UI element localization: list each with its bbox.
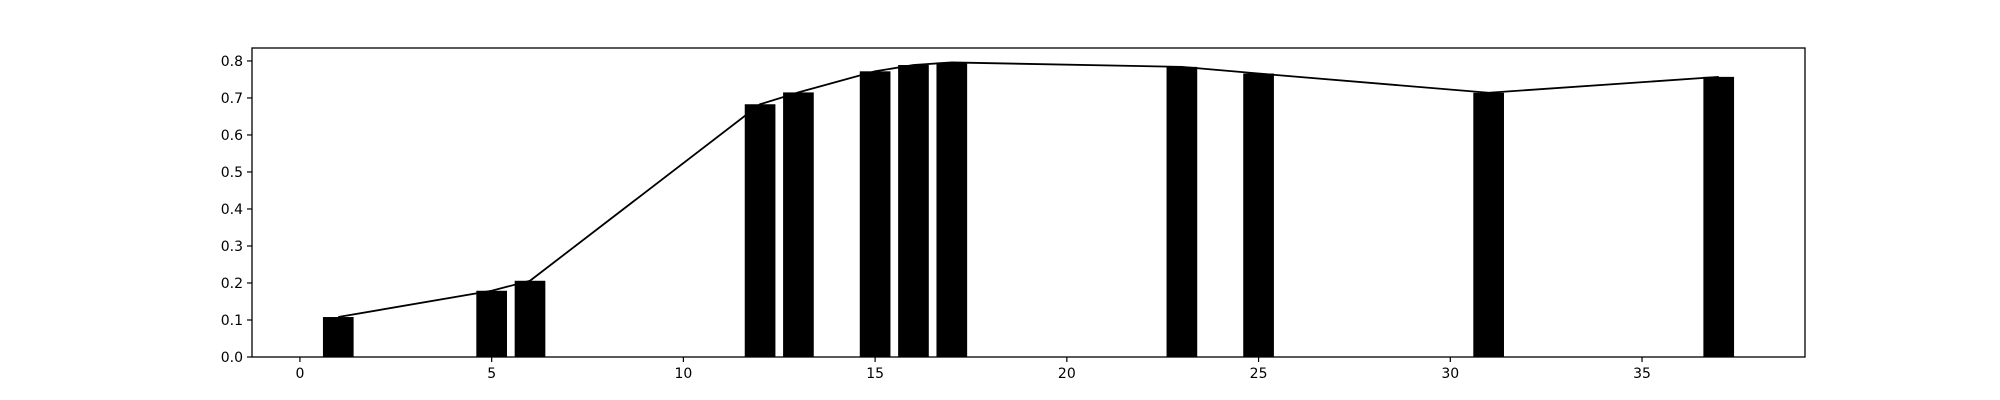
bar-5 <box>476 290 507 357</box>
bar-12 <box>744 104 776 357</box>
y-tick-label: 0.8 <box>221 54 243 70</box>
y-tick-label: 0.7 <box>221 91 243 107</box>
bar-1 <box>322 317 354 357</box>
bar-6 <box>514 280 546 357</box>
bar-17 <box>936 62 968 357</box>
x-tick-label: 35 <box>1633 366 1651 382</box>
bar-25 <box>1243 73 1274 358</box>
series-line <box>338 61 1719 318</box>
x-tick-label: 10 <box>674 366 692 382</box>
bar-23 <box>1166 66 1198 358</box>
bars-layer <box>322 62 1735 358</box>
line-layer <box>338 61 1719 318</box>
x-tick-label: 30 <box>1441 366 1459 382</box>
x-tick-label: 25 <box>1250 366 1268 382</box>
x-axis: 0 5 10 15 20 25 30 35 <box>295 357 1651 382</box>
bar-37 <box>1703 76 1735 357</box>
bar-15 <box>859 71 891 357</box>
y-tick-label: 0.3 <box>221 239 243 255</box>
x-tick-label: 5 <box>487 366 496 382</box>
x-tick-label: 20 <box>1058 366 1076 382</box>
bar-16 <box>898 65 929 357</box>
bar-13 <box>783 92 814 357</box>
y-tick-label: 0.0 <box>221 350 243 366</box>
y-tick-label: 0.4 <box>221 202 243 218</box>
y-tick-label: 0.2 <box>221 276 243 292</box>
y-tick-label: 0.5 <box>221 165 243 181</box>
bar-31 <box>1473 92 1504 357</box>
y-tick-label: 0.6 <box>221 128 243 144</box>
y-axis: 0.0 0.1 0.2 0.3 0.4 0.5 0.6 0.7 0.8 <box>221 54 252 366</box>
x-tick-label: 0 <box>295 366 304 382</box>
x-tick-label: 15 <box>866 366 884 382</box>
y-tick-label: 0.1 <box>221 313 243 329</box>
plot-frame <box>251 47 1806 358</box>
